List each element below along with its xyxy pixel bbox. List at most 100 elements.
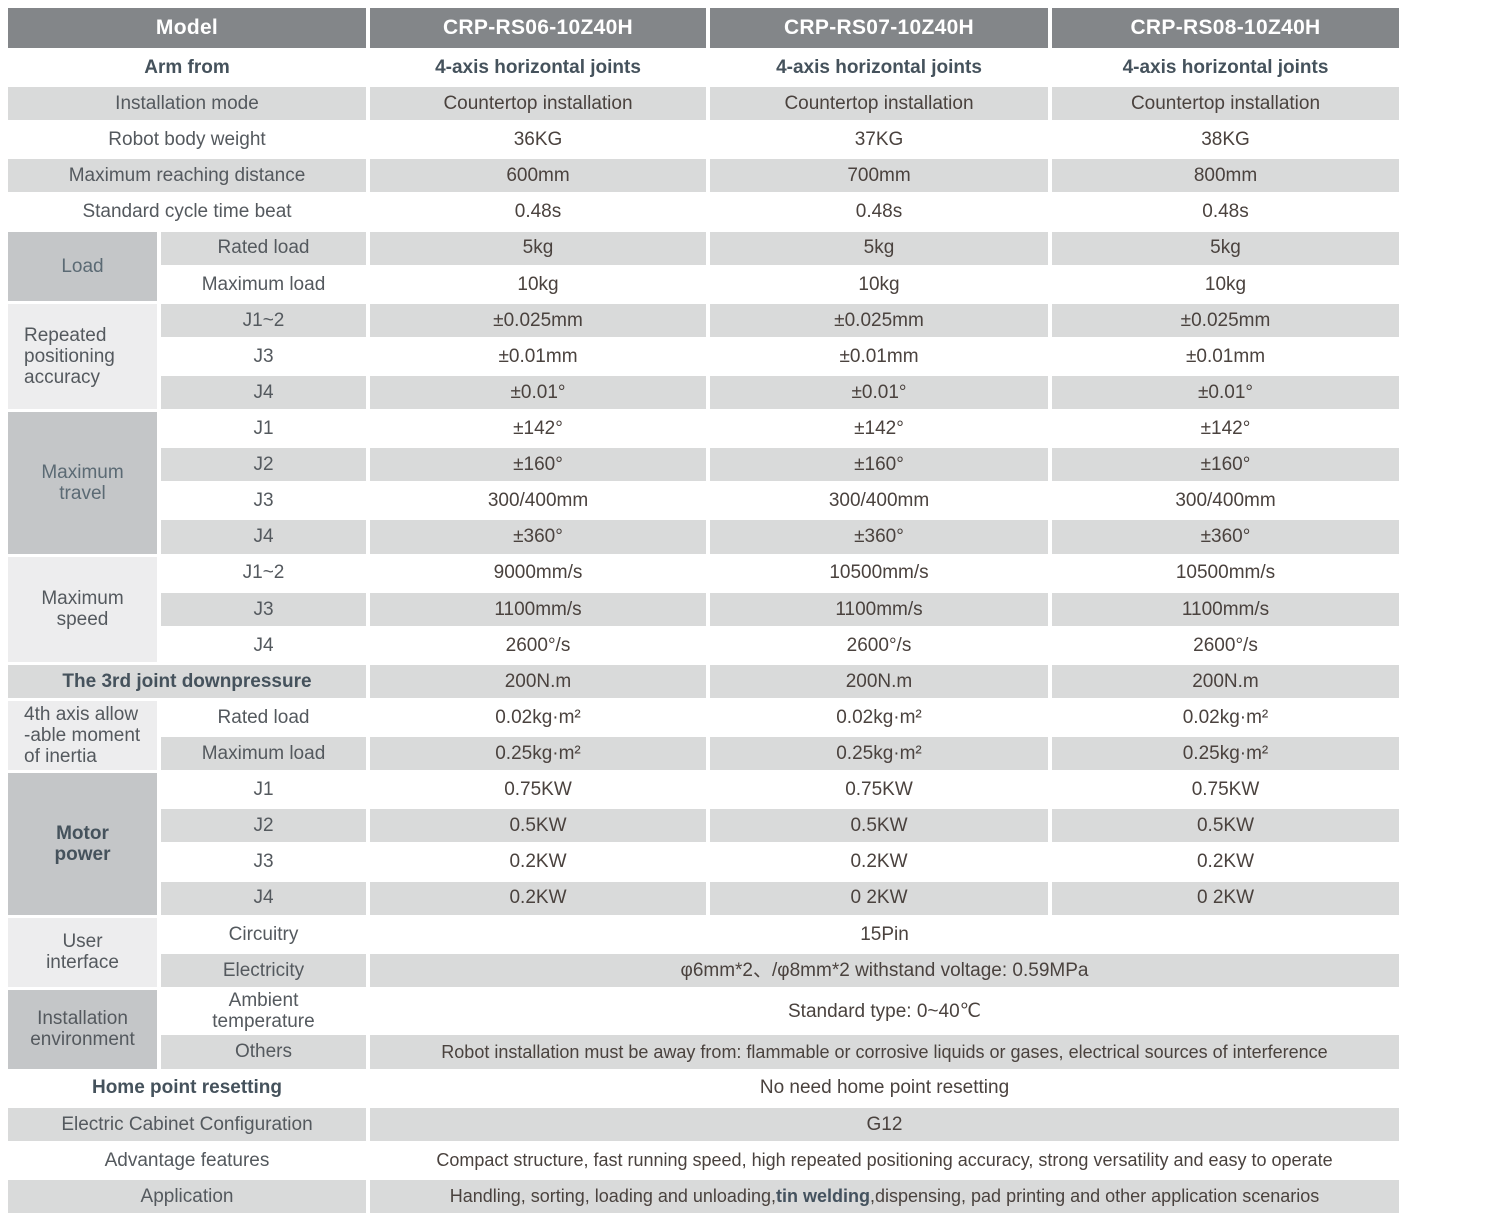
speed-j3-label: J3 (161, 592, 366, 626)
travel-j2-v3: ±160° (1052, 448, 1399, 482)
reach-v2: 700mm (710, 159, 1048, 193)
arm-from-v2: 4-axis horizontal joints (710, 51, 1048, 85)
group-accuracy-label: Repeated positioning accuracy (8, 303, 157, 410)
ambient-temperature-label: Ambient temperature (161, 989, 366, 1033)
cabinet-config-value: G12 (370, 1107, 1399, 1141)
motor-j1-label: J1 (161, 773, 366, 807)
group-inertia-line1: 4th axis allow (24, 703, 139, 725)
accuracy-j3-v1: ±0.01mm (370, 339, 706, 373)
advantage-label: Advantage features (8, 1143, 366, 1177)
group-speed-label: Maximum speed (8, 556, 157, 662)
group-speed-line1: Maximum (41, 587, 124, 609)
load-max-label: Maximum load (161, 267, 366, 301)
model-name-rs08: CRP-RS08-10Z40H (1052, 8, 1399, 48)
cycle-v1: 0.48s (370, 195, 706, 229)
accuracy-j12-v2: ±0.025mm (710, 303, 1048, 337)
installation-mode-v1: Countertop installation (370, 87, 706, 121)
others-label: Others (161, 1035, 366, 1069)
reach-v3: 800mm (1052, 159, 1399, 193)
group-user-line2: interface (46, 952, 119, 974)
installation-mode-label: Installation mode (8, 87, 366, 121)
travel-j3-label: J3 (161, 484, 366, 518)
travel-j2-v1: ±160° (370, 448, 706, 482)
group-travel-line1: Maximum (41, 461, 124, 483)
speed-j12-label: J1~2 (161, 556, 366, 590)
downpressure-v2: 200N.m (710, 664, 1048, 698)
group-inertia-line2: -able moment (24, 724, 141, 746)
downpressure-label: The 3rd joint downpressure (8, 664, 366, 698)
load-max-v1: 10kg (370, 267, 706, 301)
motor-j4-v3: 0 2KW (1052, 881, 1399, 915)
group-env-line2: environment (30, 1029, 135, 1051)
advantage-value: Compact structure, fast running speed, h… (370, 1143, 1399, 1177)
motor-j2-v1: 0.5KW (370, 809, 706, 843)
group-install-env-label: Installation environment (8, 989, 157, 1069)
model-header-cell: Model (8, 8, 366, 48)
ambient-temperature-value: Standard type: 0~40℃ (370, 989, 1399, 1033)
cycle-label: Standard cycle time beat (8, 195, 366, 229)
travel-j3-v3: 300/400mm (1052, 484, 1399, 518)
travel-j1-v2: ±142° (710, 412, 1048, 446)
travel-j4-label: J4 (161, 520, 366, 554)
speed-j12-v2: 10500mm/s (710, 556, 1048, 590)
body-weight-v3: 38KG (1052, 123, 1399, 157)
inertia-rated-label: Rated load (161, 701, 366, 735)
group-accuracy-line1: Repeated (24, 324, 107, 346)
inertia-rated-v1: 0.02kg·m² (370, 701, 706, 735)
ambient-line2: temperature (212, 1011, 315, 1033)
load-max-v2: 10kg (710, 267, 1048, 301)
group-user-line1: User (62, 931, 103, 953)
motor-j2-v3: 0.5KW (1052, 809, 1399, 843)
travel-j4-v3: ±360° (1052, 520, 1399, 554)
travel-j4-v1: ±360° (370, 520, 706, 554)
group-travel-line2: travel (59, 482, 106, 504)
travel-j1-label: J1 (161, 412, 366, 446)
home-point-value: No need home point resetting (370, 1071, 1399, 1105)
speed-j4-v2: 2600°/s (710, 628, 1048, 662)
accuracy-j3-label: J3 (161, 339, 366, 373)
travel-j3-v2: 300/400mm (710, 484, 1048, 518)
home-point-label: Home point resetting (8, 1071, 366, 1105)
accuracy-j4-v3: ±0.01° (1052, 376, 1399, 410)
motor-j2-label: J2 (161, 809, 366, 843)
cycle-v2: 0.48s (710, 195, 1048, 229)
travel-j1-v1: ±142° (370, 412, 706, 446)
arm-from-v3: 4-axis horizontal joints (1052, 51, 1399, 85)
speed-j3-v1: 1100mm/s (370, 592, 706, 626)
group-inertia-label: 4th axis allow -able moment of inertia (8, 701, 157, 771)
load-rated-v3: 5kg (1052, 231, 1399, 265)
electricity-value: φ6mm*2、/φ8mm*2 withstand voltage: 0.59MP… (370, 953, 1399, 987)
application-value: Handling, sorting, loading and unloading… (370, 1179, 1399, 1213)
load-rated-v1: 5kg (370, 231, 706, 265)
group-motor-label: Motor power (8, 773, 157, 915)
travel-j1-v3: ±142° (1052, 412, 1399, 446)
model-name-rs07: CRP-RS07-10Z40H (710, 8, 1048, 48)
motor-j3-label: J3 (161, 845, 366, 879)
group-speed-line2: speed (56, 609, 109, 631)
accuracy-j12-v3: ±0.025mm (1052, 303, 1399, 337)
cycle-v3: 0.48s (1052, 195, 1399, 229)
motor-j1-v3: 0.75KW (1052, 773, 1399, 807)
load-rated-label: Rated load (161, 231, 366, 265)
load-max-v3: 10kg (1052, 267, 1399, 301)
group-motor-line1: Motor (56, 822, 109, 844)
motor-j1-v2: 0.75KW (710, 773, 1048, 807)
inertia-max-v1: 0.25kg·m² (370, 737, 706, 771)
motor-j3-v3: 0.2KW (1052, 845, 1399, 879)
accuracy-j12-v1: ±0.025mm (370, 303, 706, 337)
reach-label: Maximum reaching distance (8, 159, 366, 193)
motor-j4-v1: 0.2KW (370, 881, 706, 915)
travel-j3-v1: 300/400mm (370, 484, 706, 518)
load-rated-v2: 5kg (710, 231, 1048, 265)
motor-j3-v1: 0.2KW (370, 845, 706, 879)
speed-j4-label: J4 (161, 628, 366, 662)
spec-table: Model CRP-RS06-10Z40H CRP-RS07-10Z40H CR… (8, 8, 1399, 1213)
inertia-rated-v3: 0.02kg·m² (1052, 701, 1399, 735)
body-weight-v1: 36KG (370, 123, 706, 157)
group-inertia-line3: of inertia (24, 746, 97, 768)
application-text-pre: Handling, sorting, loading and unloading… (449, 1186, 776, 1207)
motor-j4-v2: 0 2KW (710, 881, 1048, 915)
motor-j4-label: J4 (161, 881, 366, 915)
speed-j4-v1: 2600°/s (370, 628, 706, 662)
group-accuracy-line2: positioning (24, 345, 115, 367)
